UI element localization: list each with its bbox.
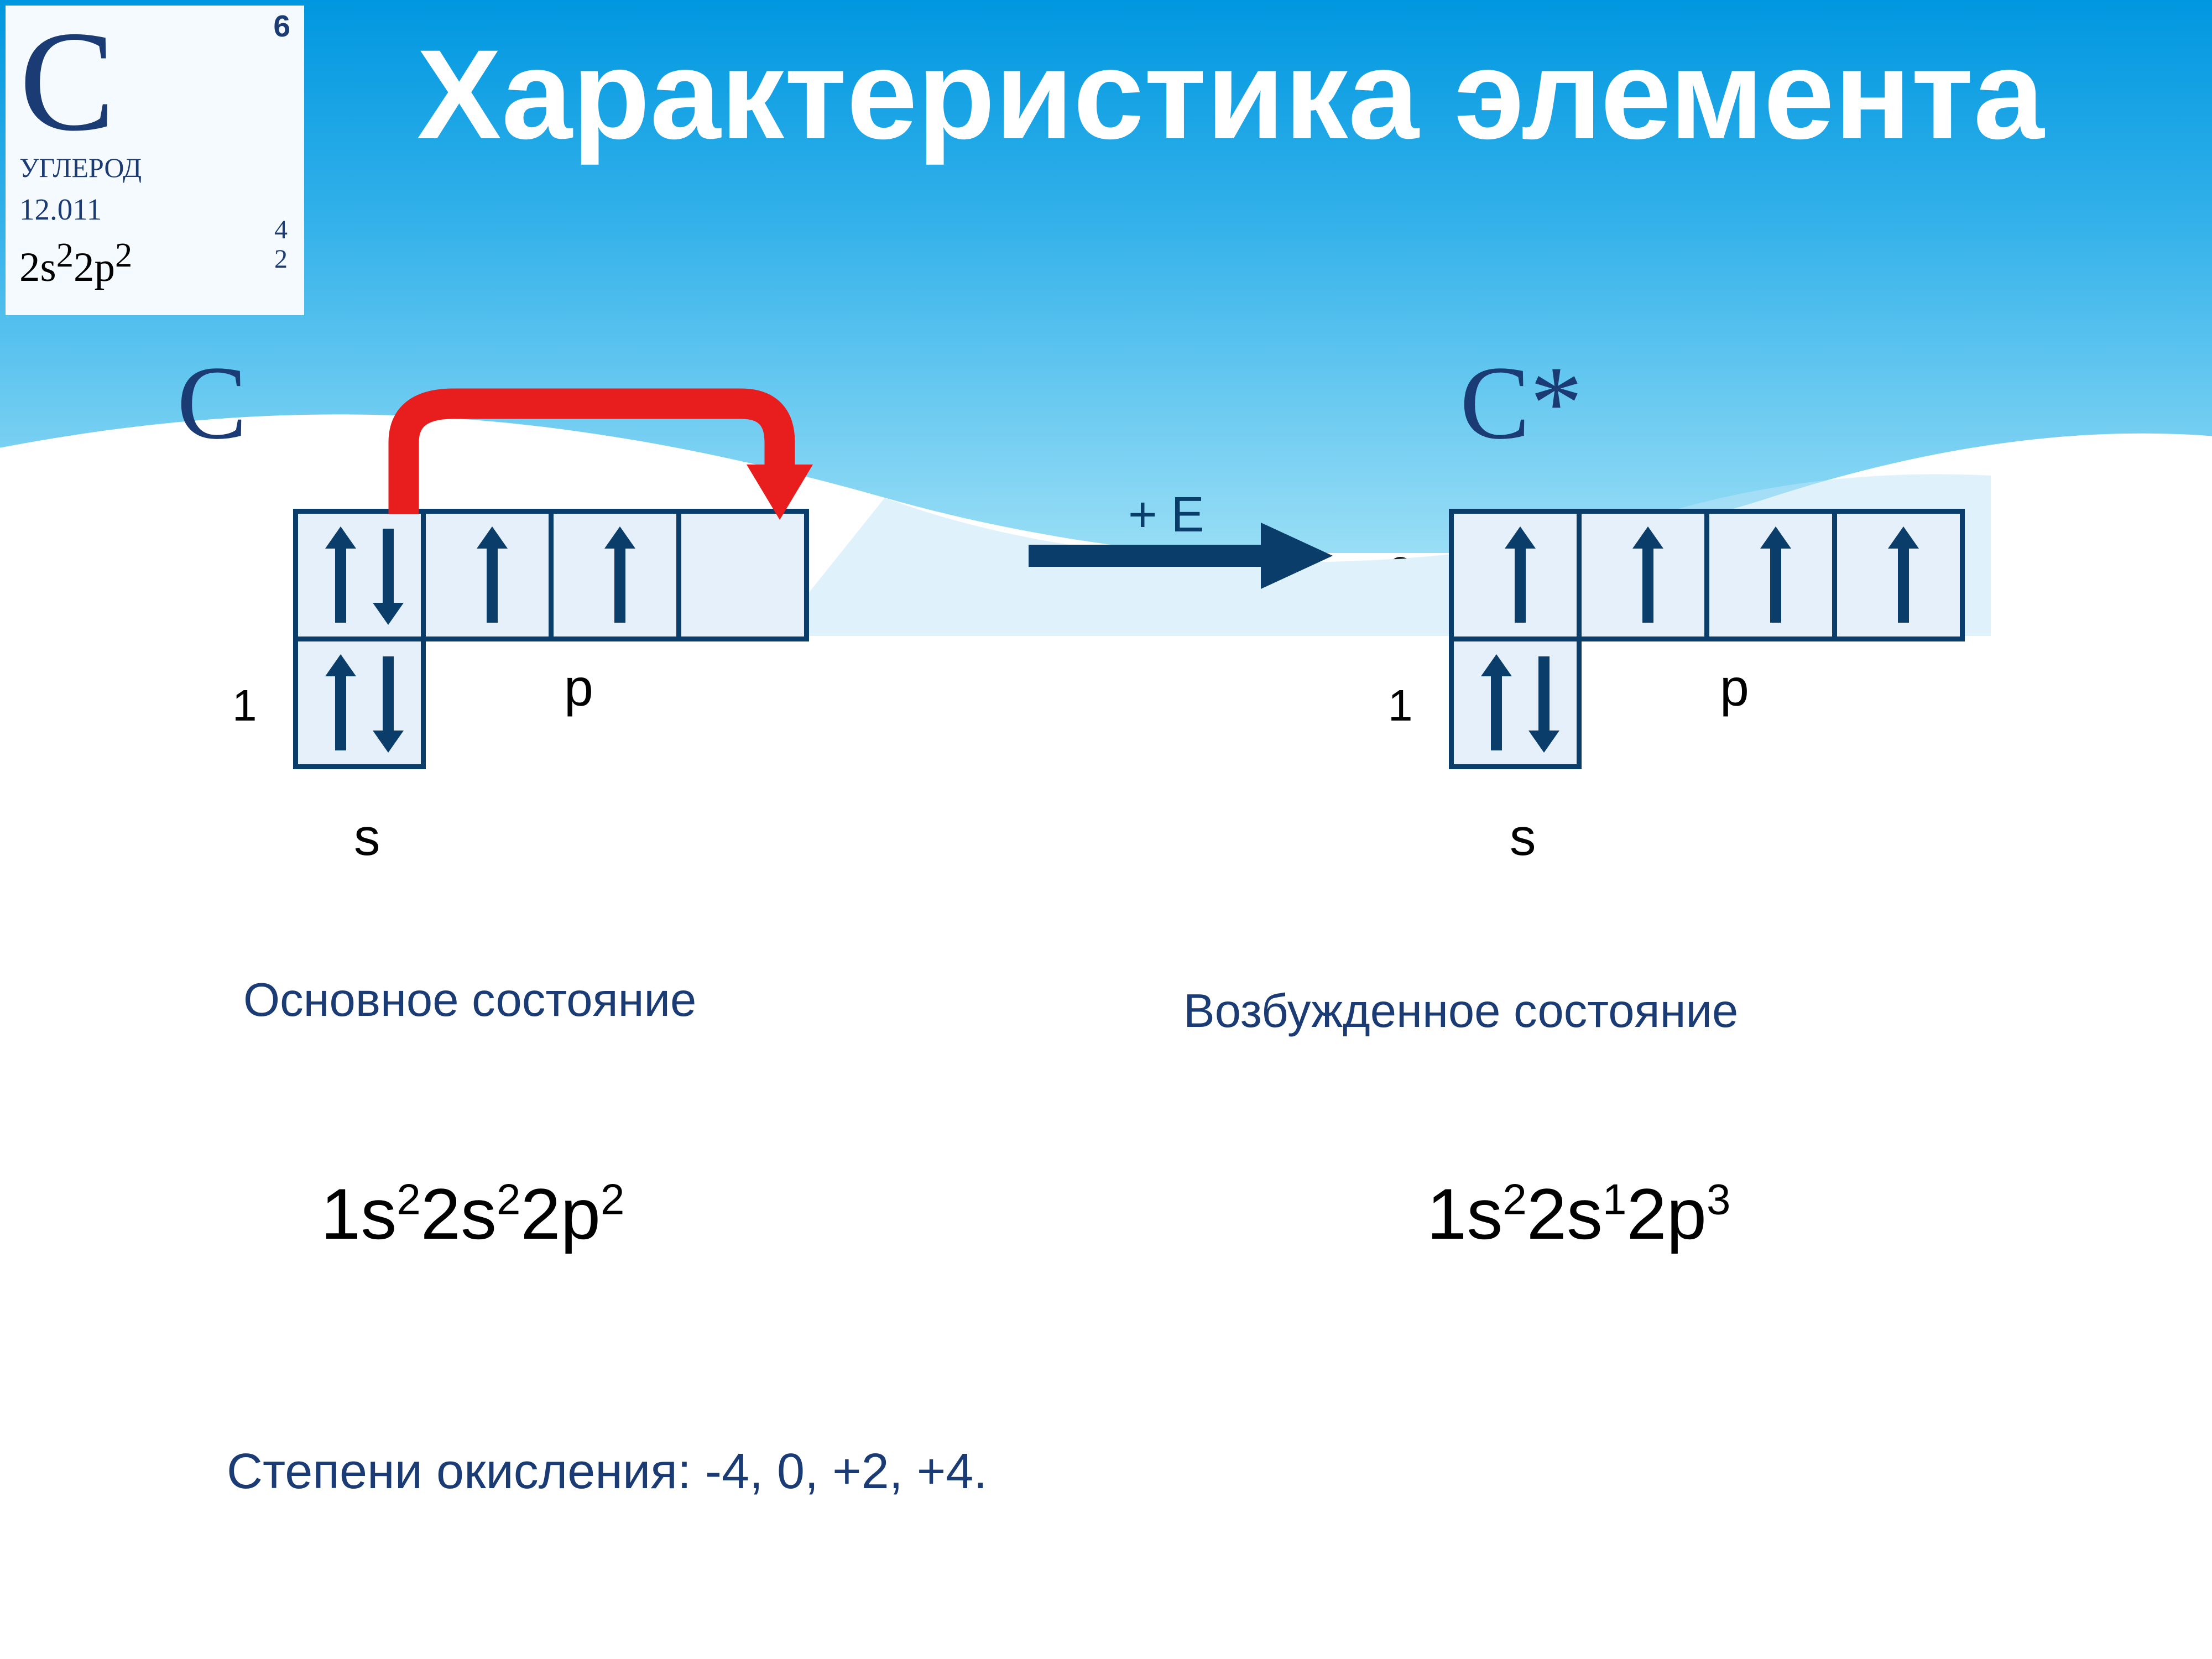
excited-econf: 1s22s12p3 (1427, 1172, 1730, 1255)
card-electron-config: 2s22p2 (19, 235, 290, 291)
element-card: 6 C УГЛЕРОД 12.011 4 2 2s22p2 (6, 6, 304, 315)
ground-econf: 1s22s22p2 (321, 1172, 624, 1255)
atomic-mass: 12.011 (19, 192, 290, 227)
excited-state-diagram (1449, 509, 2002, 818)
transition-arrow-group: + E (1023, 514, 1333, 636)
element-symbol: C (19, 17, 290, 146)
spin-up-icon (335, 545, 346, 623)
spin-up-icon (614, 545, 625, 623)
orbital-cell (1449, 637, 1582, 769)
spin-up-icon (1642, 545, 1653, 623)
spin-up-icon (1898, 545, 1909, 623)
ground-symbol: C (177, 343, 247, 463)
shell-counts: 4 2 (274, 216, 288, 274)
element-name: УГЛЕРОД (19, 152, 290, 184)
ground-level-1: 1 (232, 680, 257, 731)
excited-symbol: C* (1460, 343, 1583, 463)
orbital-cell (1704, 509, 1837, 641)
atomic-number: 6 (273, 8, 290, 44)
orbital-cell (1577, 509, 1709, 641)
spin-down-icon (1538, 656, 1550, 734)
transition-label: + E (1128, 487, 1204, 544)
excited-level-1: 1 (1388, 680, 1413, 731)
orbital-cell (1832, 509, 1965, 641)
excited-state-label: Возбужденное состояние (1183, 984, 1738, 1039)
oxidation-states: Степени окисления: -4, 0, +2, +4. (227, 1443, 987, 1500)
spin-up-icon (1770, 545, 1781, 623)
ground-state-label: Основное состояние (243, 973, 696, 1027)
spin-up-icon (1491, 673, 1502, 750)
slide-title: Характеристика элемента (304, 28, 2157, 161)
spin-up-icon (1515, 545, 1526, 623)
spin-up-icon (487, 545, 498, 623)
ground-state-diagram (293, 509, 846, 818)
excitation-arrow (354, 376, 824, 542)
spin-down-icon (383, 656, 394, 734)
spin-up-icon (335, 673, 346, 750)
orbital-cell (1449, 509, 1582, 641)
orbital-cell (293, 637, 426, 769)
